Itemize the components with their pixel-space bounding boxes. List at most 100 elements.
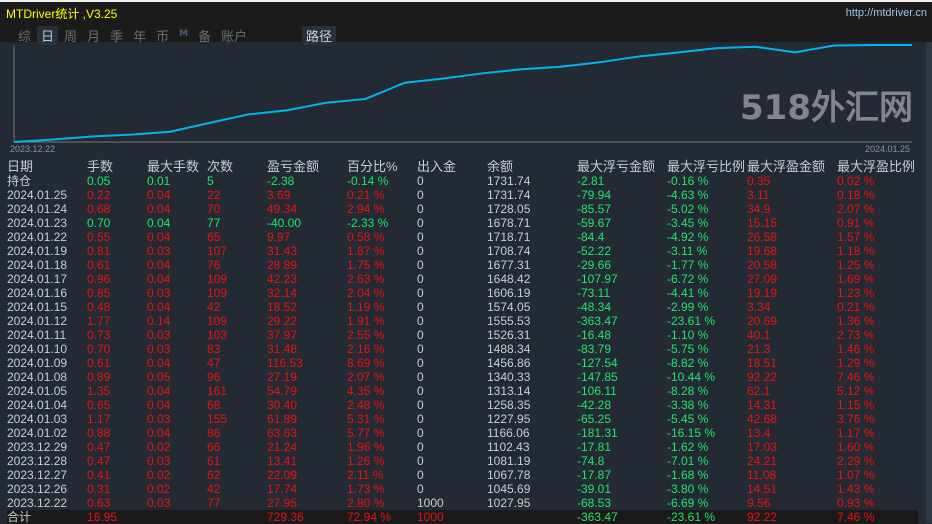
table-cell: 27.19 [267,370,298,384]
table-cell: 2024.01.03 [7,412,68,426]
table-cell: 0.47 [87,440,111,454]
table-cell: 0.04 [147,230,171,244]
table-row[interactable]: 2024.01.04 0.65 0.04 68 30.40 2.48 % 0 1258.35 -… [7,398,918,412]
table-row[interactable]: 2024.01.10 0.70 0.03 83 31.48 2.16 % 0 1488.34 -… [7,342,918,356]
table-cell: 103 [207,328,228,342]
table-cell: -5.75 % [667,342,709,356]
table-row[interactable]: 持仓 0.05 0.01 5 -2.38 -0.14 % 0 1731.74 -2.81 -0.1… [7,174,918,188]
table-cell: -6.72 % [667,272,709,286]
table-cell: -3.45 % [667,216,709,230]
table-cell: 0 [417,426,424,440]
tab-3[interactable]: 月 [87,30,101,45]
table-cell: 1067.78 [487,468,531,482]
table-row[interactable]: 2024.01.17 0.96 0.04 109 42.23 2.63 % 0 1648.42… [7,272,918,286]
tab-2[interactable]: 周 [64,30,78,45]
table-cell: 0.31 [87,482,111,496]
table-cell: 5.12 % [837,384,875,398]
table-cell: 1.46 % [837,342,875,356]
table-cell: 2024.01.19 [7,244,68,258]
balance-line [13,44,912,143]
table-cell: 22.09 [267,468,298,482]
table-cell: 0.61 [87,258,111,272]
table-cell: 0 [417,384,424,398]
table-cell: 92.22 [747,370,778,384]
table-row[interactable]: 2024.01.25 0.22 0.04 22 3.69 0.21 % 0 1731.74 -7… [7,188,918,202]
table-row[interactable]: 2024.01.23 0.70 0.04 77 -40.00 -2.33 % 0 1678.7… [7,216,918,230]
column-header: 盈亏金额 [267,159,320,174]
table-cell: 1.77 [87,314,111,328]
table-cell: 1.69 % [837,272,875,286]
table-cell: 0.88 [87,426,111,440]
table-cell: 19.68 [747,244,778,258]
table-cell: -107.97 [577,272,618,286]
table-cell: 1606.19 [487,286,531,300]
table-row[interactable]: 2024.01.15 0.48 0.04 42 18.52 1.19 % 0 1574.05 -… [7,300,918,314]
table-cell: 2.80 % [347,496,385,510]
route-button[interactable]: 路径 [302,26,337,45]
tab-4[interactable]: 季 [110,30,124,45]
table-row[interactable]: 2023.12.22 0.63 0.03 77 27.95 2.80 % 1000 1027.… [7,496,918,510]
tab-1[interactable]: 日 [37,26,59,45]
table-row[interactable]: 2024.01.11 0.73 0.03 103 37.97 2.55 % 0 1526.31… [7,328,918,342]
table-cell: 77 [207,496,221,510]
table-cell: 0.05 [87,174,111,188]
table-cell: -83.79 [577,342,612,356]
table-cell: 20.58 [747,258,778,272]
table-cell: 1227.95 [487,412,531,426]
table-row[interactable]: 2023.12.26 0.31 0.02 42 17.74 1.73 % 0 1045.69 -… [7,482,918,496]
table-row[interactable]: 2024.01.05 1.35 0.04 161 54.79 4.35 % 0 1313.14… [7,384,918,398]
table-row[interactable]: 2024.01.22 0.55 0.04 65 9.97 0.58 % 0 1718.71 -8… [7,230,918,244]
table-cell: 1.43 % [837,482,875,496]
tab-8[interactable]: 备 [198,30,212,45]
table-row[interactable]: 2024.01.19 0.81 0.03 107 31.43 1.87 % 0 1708.74… [7,244,918,258]
table-row[interactable]: 2024.01.18 0.61 0.04 76 28.89 1.75 % 0 1677.31 -… [7,258,918,272]
table-cell: 3.34 [747,300,771,314]
table-row[interactable]: 2023.12.29 0.47 0.02 66 21.24 1.96 % 0 1102.43 -… [7,440,918,454]
tab-7[interactable]: M [179,29,189,39]
table-cell: 29.22 [267,314,298,328]
table-row[interactable]: 2024.01.08 0.89 0.05 96 27.19 2.07 % 0 1340.33 -… [7,370,918,384]
table-cell: -68.53 [577,496,612,510]
table-cell: -106.11 [577,384,617,398]
table-cell: 0 [417,216,424,230]
tab-9[interactable]: 账户 [221,30,248,45]
table-cell: -1.62 % [667,440,709,454]
table-cell: 0 [417,202,424,216]
table-row[interactable]: 2024.01.03 1.17 0.03 155 61.89 5.31 % 0 1227.95… [7,412,918,426]
table-cell: 65 [207,230,221,244]
table-cell: 1574.05 [487,300,531,314]
scrollbar[interactable] [926,42,932,523]
table-cell: 161 [207,384,228,398]
column-header: 最大浮盈金额 [747,159,826,174]
table-cell: 0 [417,244,424,258]
column-header: 最大浮亏金额 [577,159,656,174]
table-cell: 3.69 [267,188,291,202]
table-cell: -4.92 % [667,230,709,244]
website-link[interactable]: http://mtdriver.cn [845,7,927,19]
table-row[interactable]: 2024.01.09 0.61 0.04 47 116.53 8.69 % 0 1456.86… [7,356,918,370]
table-cell: 0.04 [147,398,171,412]
table-cell: 9.97 [267,230,291,244]
tab-5[interactable]: 年 [133,30,147,45]
table-row[interactable]: 2024.01.24 0.68 0.04 70 49.34 2.94 % 0 1728.05 -… [7,202,918,216]
table-row[interactable]: 2024.01.02 0.88 0.04 86 63.63 5.77 % 0 1166.06 -… [7,426,918,440]
table-row[interactable]: 2024.01.12 1.77 0.14 109 29.22 1.91 % 0 1555.53… [7,314,918,328]
table-cell: 1.23 % [837,286,875,300]
tab-6[interactable]: 币 [156,30,170,45]
table-cell: 2024.01.10 [7,342,68,356]
table-cell: 2024.01.08 [7,370,68,384]
table-cell: 2024.01.16 [7,286,68,300]
table-cell: 68 [207,398,221,412]
table-cell: 0 [417,328,424,342]
tab-0[interactable]: 综 [18,30,32,45]
table-cell: 0.03 [147,342,171,356]
table-cell: 1000 [417,496,444,510]
table-row[interactable]: 2023.12.27 0.41 0.02 62 22.09 2.11 % 0 1067.78 -… [7,468,918,482]
table-cell: 86 [207,426,221,440]
table-row[interactable]: 2024.01.16 0.85 0.03 109 32.14 2.04 % 0 1606.19… [7,286,918,300]
table-cell: 42 [207,482,221,496]
table-row[interactable]: 2023.12.28 0.47 0.03 61 13.41 1.26 % 0 1081.19 -… [7,454,918,468]
balance-chart: 2023.12.22 2024.01.25 [10,44,912,154]
table-cell: 0 [417,300,424,314]
table-cell: -40.00 [267,216,302,230]
